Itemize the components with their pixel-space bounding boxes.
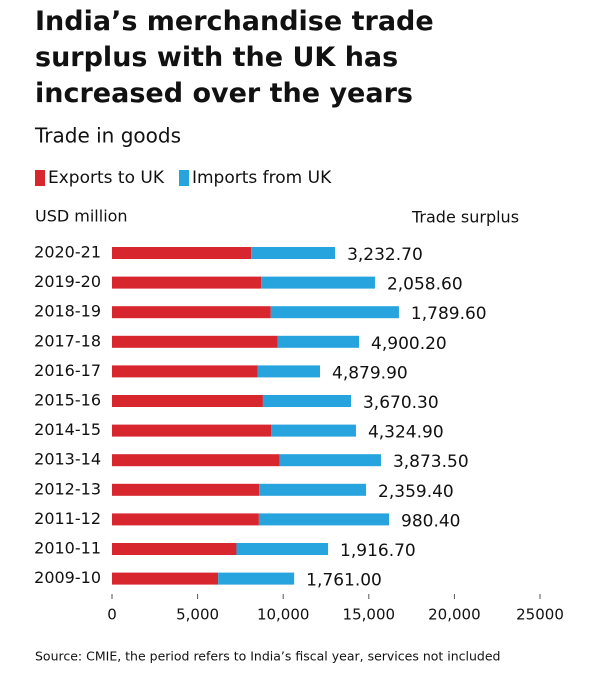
surplus-label: 4,900.20 [371,334,447,354]
axis-label: USD million [35,207,128,226]
x-tick-label: 10,000 [257,606,310,624]
surplus-label: 1,789.60 [411,304,487,324]
bar-segment [271,424,356,437]
bar-segment [112,454,280,467]
surplus-label: 4,324.90 [368,423,444,443]
y-tick-label: 2019-20 [34,272,101,291]
surplus-header: Trade surplus [411,208,519,227]
surplus-label: 3,873.50 [393,452,469,472]
y-tick-label: 2009-10 [34,568,101,587]
bar-segment [112,543,237,555]
y-tick-label: 2017-18 [34,331,101,350]
x-tick-label: 20,000 [428,606,481,624]
surplus-label: 1,761.00 [306,571,382,591]
bar-segment [112,424,272,437]
bar-segment [112,365,258,378]
x-tick-label: 0 [107,606,117,624]
bar-segment [112,513,259,526]
bar-segment [112,483,260,496]
bar-segment [236,543,329,555]
bar-segment [251,247,336,259]
legend-label: Exports to UK [48,168,165,188]
subtitle: Trade in goods [34,124,181,148]
y-tick-label: 2012-13 [34,479,101,498]
bar-segment [112,395,263,407]
bar-segment [112,306,271,319]
legend-swatch [35,170,45,186]
bar-segment [277,335,360,348]
y-tick-label: 2016-17 [34,361,101,380]
x-tick-label: 5,000 [176,606,219,624]
surplus-label: 3,670.30 [363,393,439,413]
y-tick-label: 2015-16 [34,391,101,410]
bar-segment [279,454,381,467]
y-tick-label: 2013-14 [34,450,101,469]
surplus-label: 4,879.90 [332,363,408,383]
bar-segment [112,572,219,585]
surplus-label: 1,916.70 [340,541,416,561]
legend-swatch [178,170,189,186]
bar-segment [261,276,375,289]
y-tick-label: 2014-15 [34,420,101,439]
x-tick-label: 15,000 [343,606,396,624]
surplus-label: 3,232.70 [347,245,423,265]
bar-segment [262,395,351,407]
bar-segment [112,276,262,289]
bar-segment [218,572,295,585]
surplus-label: 2,359.40 [378,482,454,502]
bar-segment [257,365,321,378]
y-tick-label: 2010-11 [34,539,101,558]
y-tick-label: 2018-19 [34,302,101,321]
chart-title: India’s merchandise trade surplus with t… [35,6,434,109]
y-tick-label: 2011-12 [34,509,101,528]
source: Source: CMIE, the period refers to India… [35,649,501,664]
legend-label: Imports from UK [192,168,332,188]
surplus-label: 2,058.60 [387,275,463,295]
x-tick-label: 25000 [516,606,564,624]
bar-segment [270,306,399,319]
y-tick-label: 2020-21 [34,243,101,262]
surplus-label: 980.40 [401,511,460,531]
bar-segment [112,335,278,348]
bar-segment [112,247,252,259]
bar-segment [259,483,367,496]
bar-segment [258,513,390,526]
